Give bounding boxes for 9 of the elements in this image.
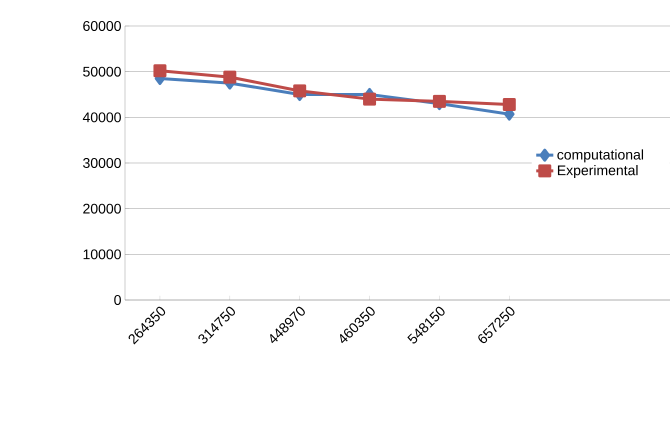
y-tick-label: 0	[114, 295, 121, 305]
y-tick-label: 10000	[84, 249, 121, 260]
y-tick-label: 60000	[83, 21, 121, 31]
legend-label: Experimental	[558, 164, 638, 178]
legend-label: computational	[557, 149, 644, 162]
y-tick-label: 40000	[82, 112, 121, 122]
y-tick-label: 20000	[83, 204, 121, 214]
y-tick-label: 30000	[83, 158, 121, 168]
y-tick-label: 50000	[83, 66, 121, 77]
